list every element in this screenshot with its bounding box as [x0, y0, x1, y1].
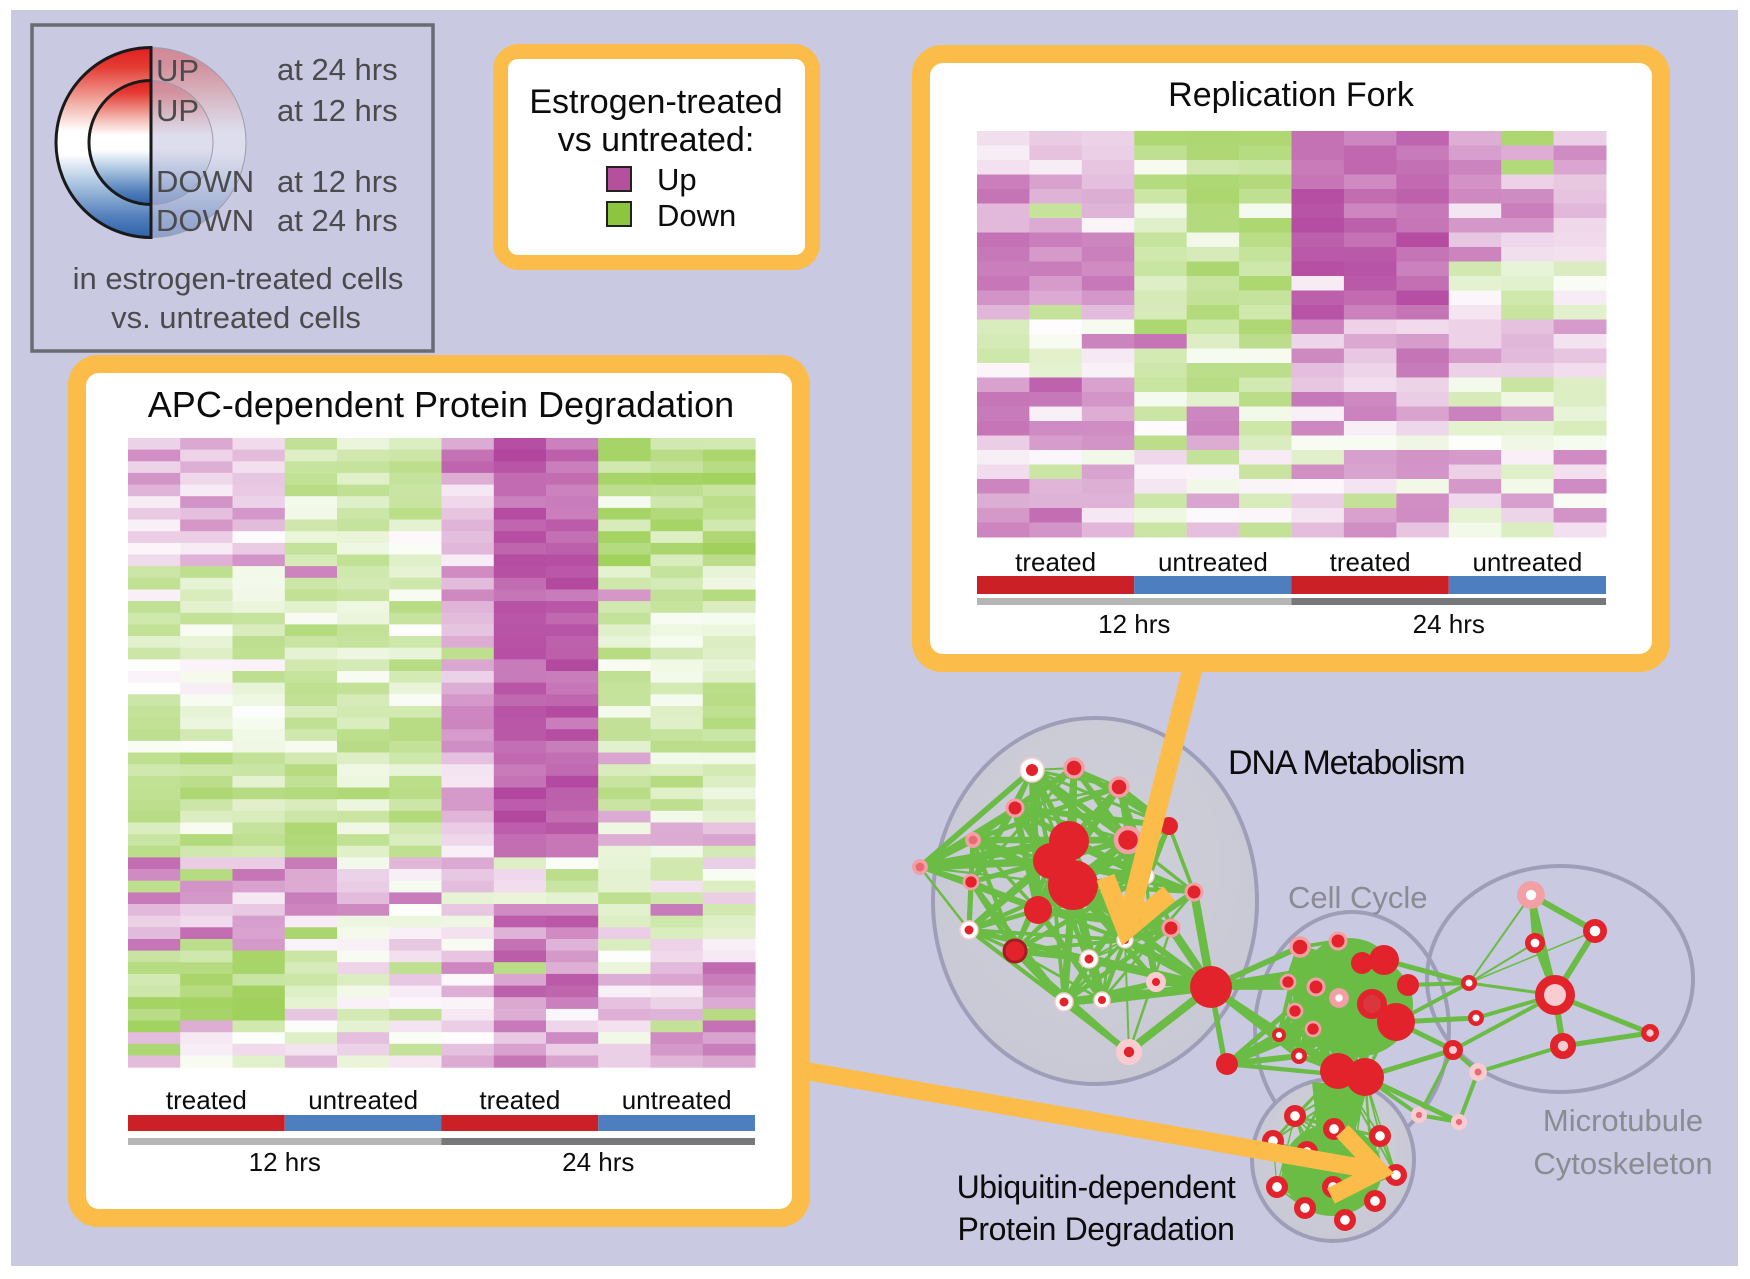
svg-text:treated: treated — [1330, 547, 1411, 577]
svg-text:untreated: untreated — [1472, 547, 1582, 577]
svg-text:Protein Degradation: Protein Degradation — [957, 1211, 1234, 1247]
svg-text:12 hrs: 12 hrs — [249, 1147, 321, 1177]
svg-text:Ubiquitin-dependent: Ubiquitin-dependent — [957, 1169, 1236, 1205]
svg-text:DOWN: DOWN — [156, 164, 254, 199]
svg-text:treated: treated — [479, 1085, 560, 1115]
svg-text:at 24 hrs: at 24 hrs — [277, 203, 398, 238]
svg-text:APC-dependent Protein Degradat: APC-dependent Protein Degradation — [148, 384, 734, 425]
svg-text:untreated: untreated — [622, 1085, 732, 1115]
svg-text:Microtubule: Microtubule — [1543, 1103, 1703, 1138]
svg-text:24 hrs: 24 hrs — [562, 1147, 634, 1177]
svg-text:treated: treated — [1015, 547, 1096, 577]
svg-text:24 hrs: 24 hrs — [1413, 609, 1485, 639]
svg-text:treated: treated — [166, 1085, 247, 1115]
svg-text:Cytoskeleton: Cytoskeleton — [1533, 1146, 1712, 1181]
svg-text:Estrogen-treated: Estrogen-treated — [529, 83, 782, 121]
svg-text:UP: UP — [156, 93, 199, 128]
svg-text:at 24 hrs: at 24 hrs — [277, 52, 398, 87]
svg-text:untreated: untreated — [308, 1085, 418, 1115]
svg-text:Down: Down — [657, 198, 736, 233]
svg-text:DNA Metabolism: DNA Metabolism — [1228, 744, 1464, 782]
svg-text:in estrogen-treated cells: in estrogen-treated cells — [73, 261, 404, 296]
svg-text:UP: UP — [156, 53, 199, 88]
svg-text:vs untreated:: vs untreated: — [558, 121, 755, 159]
svg-text:DOWN: DOWN — [156, 203, 254, 238]
svg-text:untreated: untreated — [1158, 547, 1268, 577]
svg-text:Replication Fork: Replication Fork — [1168, 76, 1415, 114]
svg-text:12 hrs: 12 hrs — [1098, 609, 1170, 639]
svg-text:Up: Up — [657, 162, 697, 197]
svg-text:at 12 hrs: at 12 hrs — [277, 93, 398, 128]
svg-text:Cell Cycle: Cell Cycle — [1288, 880, 1428, 915]
svg-text:vs. untreated cells: vs. untreated cells — [111, 300, 361, 335]
svg-text:at 12 hrs: at 12 hrs — [277, 164, 398, 199]
